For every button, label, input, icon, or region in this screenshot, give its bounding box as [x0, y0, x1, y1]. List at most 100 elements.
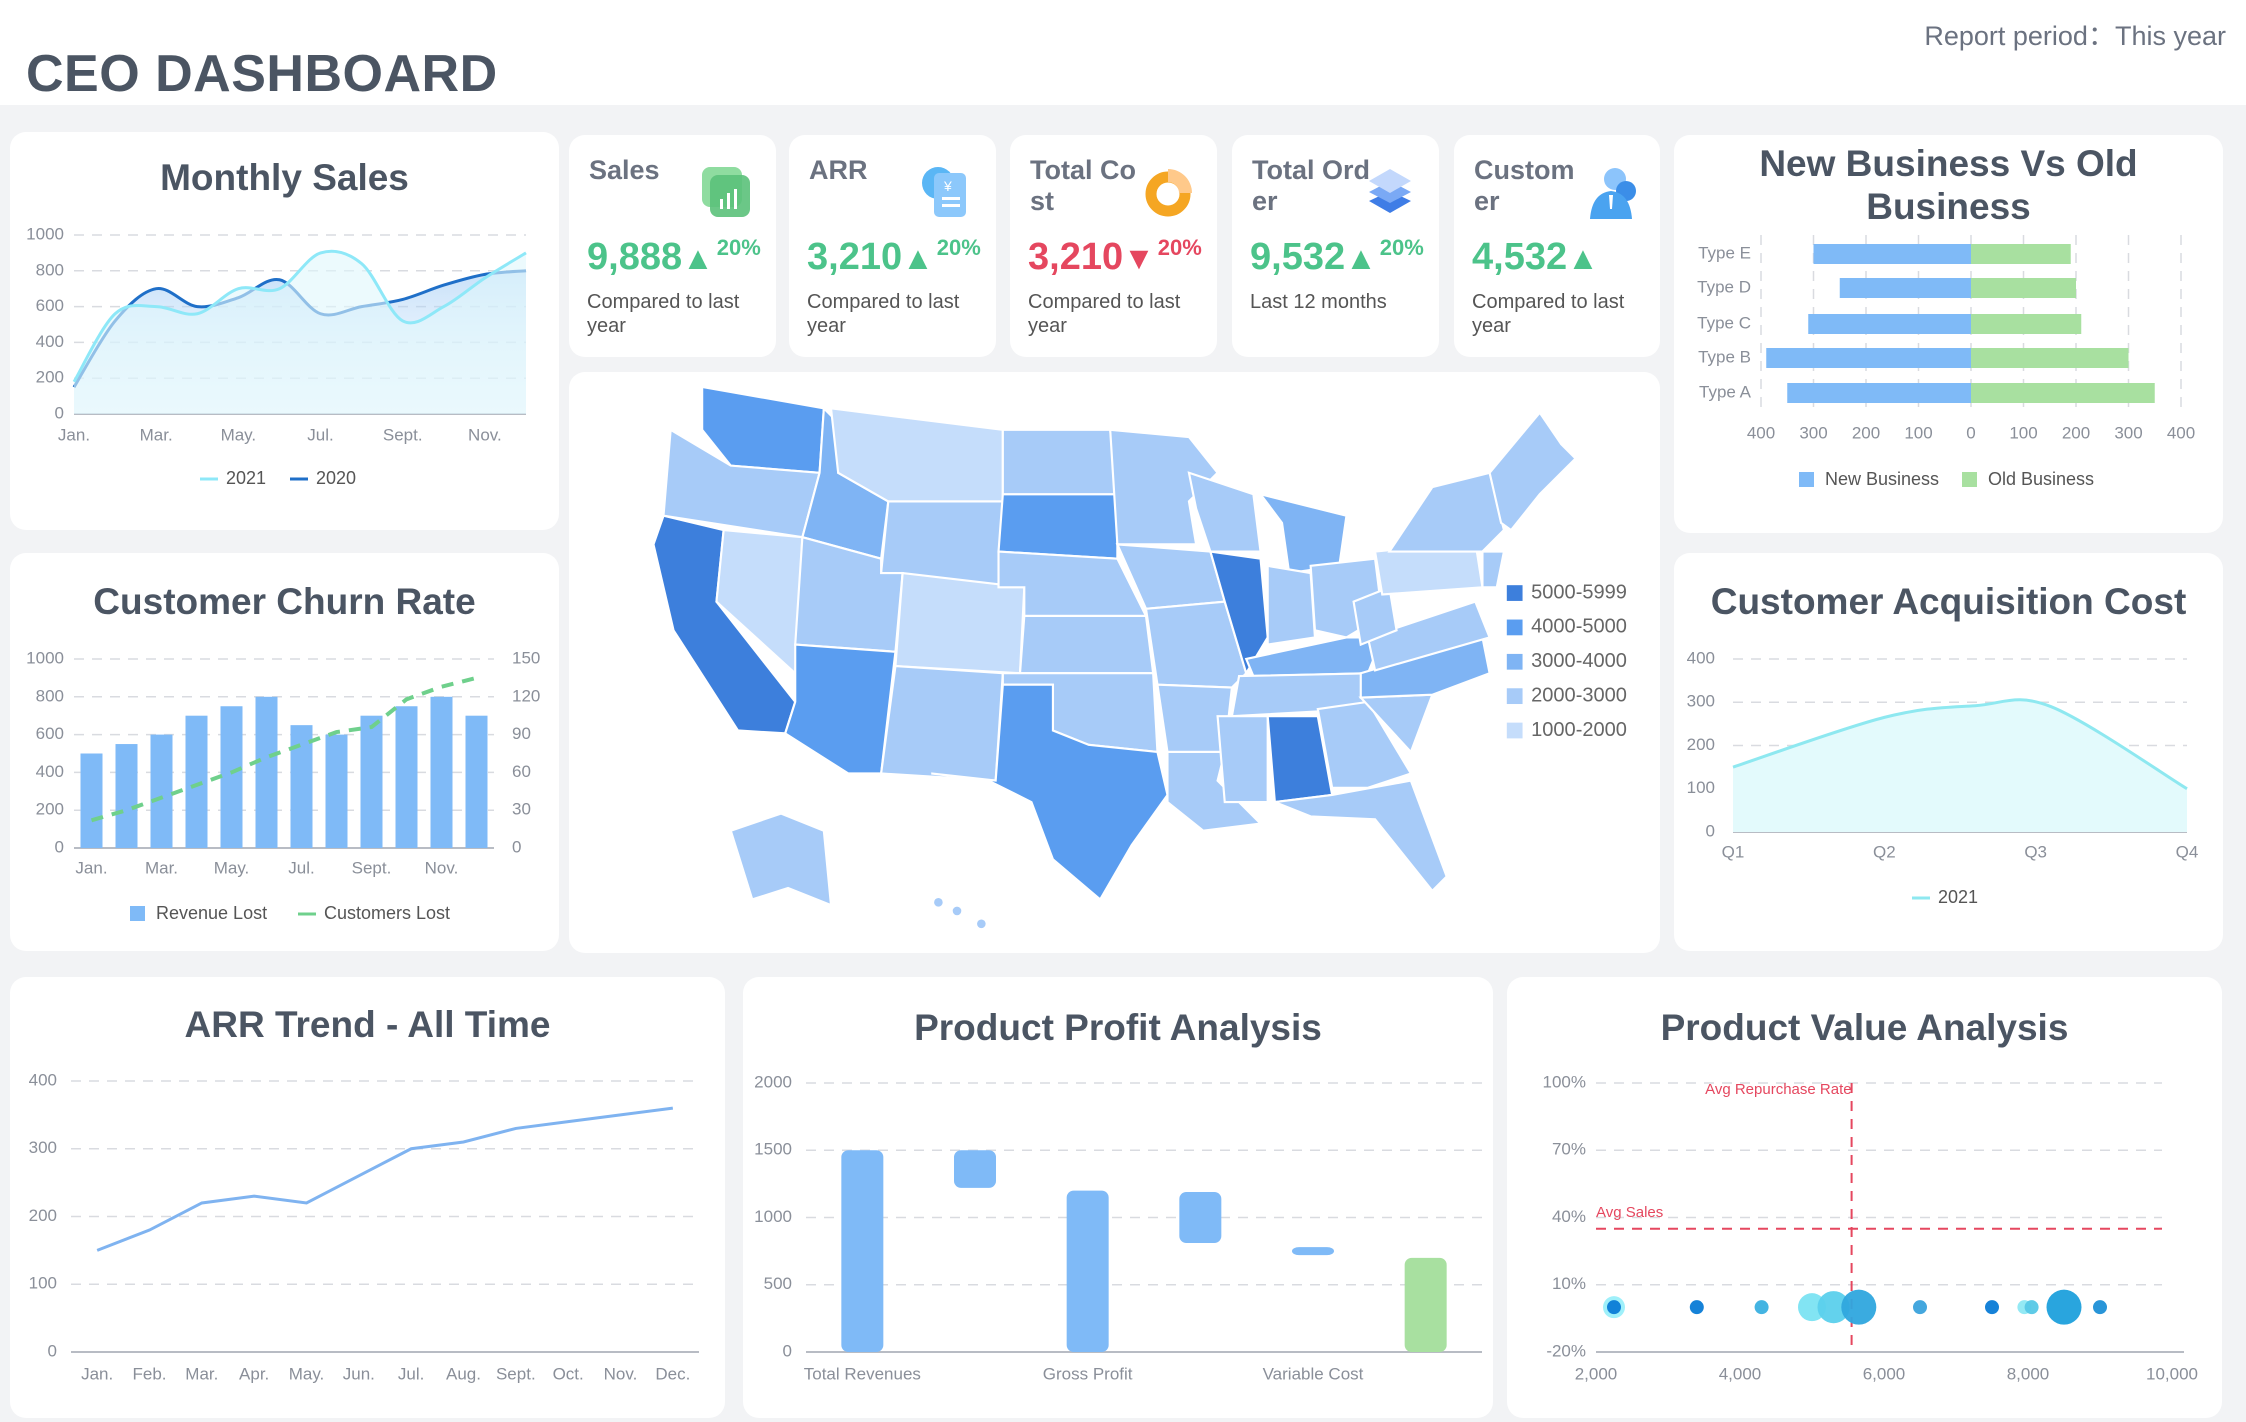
state-ak[interactable] — [729, 812, 833, 907]
bar-new-business[interactable] — [1766, 348, 1971, 368]
bar-revenue-lost[interactable] — [115, 744, 138, 848]
state-hi[interactable] — [952, 906, 962, 916]
bar-old-business[interactable] — [1971, 314, 2082, 334]
legend-item[interactable]: Revenue Lost — [130, 903, 267, 923]
bar-revenue-lost[interactable] — [325, 734, 348, 848]
bar-old-business[interactable] — [1971, 348, 2129, 368]
bar-revenue-lost[interactable] — [360, 715, 383, 848]
bar-old-business[interactable] — [1971, 278, 2076, 298]
bubble-point[interactable] — [1841, 1289, 1877, 1325]
y-tick-label: 800 — [36, 686, 64, 705]
trend-down-icon: ▼ — [1123, 240, 1155, 276]
state-ms[interactable] — [1216, 715, 1269, 804]
state-il[interactable] — [1208, 550, 1269, 676]
bar-revenue-lost[interactable] — [430, 696, 453, 848]
legend-item[interactable]: 2021 — [1912, 887, 1978, 907]
legend-item[interactable]: 2020 — [290, 468, 356, 488]
state-wi[interactable] — [1187, 471, 1262, 553]
state-nd[interactable] — [1001, 428, 1119, 496]
kpi-change: 20% — [716, 235, 761, 260]
kpi-card-sales[interactable]: Sales 9,888▲ 20% Compared to last year — [569, 135, 776, 357]
bubble-point[interactable] — [2046, 1289, 2082, 1325]
bar-revenue-lost[interactable] — [185, 715, 208, 848]
report-period-value: This year — [2114, 21, 2226, 51]
legend-item[interactable]: 2021 — [200, 468, 266, 488]
bar-revenue-lost[interactable] — [290, 725, 313, 848]
x-tick-label: Dec. — [655, 1364, 690, 1383]
state-wv[interactable] — [1352, 585, 1398, 647]
series-line-customers-lost — [90, 675, 477, 823]
bar-revenue-lost[interactable] — [220, 706, 243, 848]
bubble-point[interactable] — [2093, 1300, 2107, 1315]
bubble-point[interactable] — [2024, 1300, 2039, 1315]
y-tick-label: 600 — [36, 724, 64, 743]
state-ga[interactable] — [1316, 700, 1413, 789]
kpi-value: 3,210 — [1028, 236, 1124, 278]
bubble-point[interactable] — [1817, 1291, 1850, 1324]
bar-revenue-lost[interactable] — [395, 706, 418, 848]
state-ks[interactable] — [1018, 614, 1155, 675]
kpi-value-row: 3,210▲ 20% — [807, 235, 981, 279]
bar-new-business[interactable] — [1813, 244, 1972, 264]
waterfall-bar[interactable] — [954, 1150, 996, 1188]
bar-revenue-lost[interactable] — [465, 715, 488, 848]
y-tick-label: 1000 — [754, 1207, 792, 1226]
bubble-point[interactable] — [1689, 1300, 1704, 1315]
trend-up-icon: ▲ — [1567, 240, 1599, 276]
x-tick-label: 400 — [2167, 423, 2195, 442]
state-hi[interactable] — [977, 919, 986, 929]
legend-swatch — [1506, 619, 1523, 636]
state-hi[interactable] — [934, 898, 943, 907]
legend-item[interactable]: New Business — [1799, 469, 1939, 489]
bubble-point[interactable] — [1985, 1300, 1999, 1315]
x-tick-label: Jul. — [288, 858, 314, 877]
state-in[interactable] — [1266, 564, 1317, 646]
chart-svg: 0 200 400 600 800 1000 Jan. Mar. May. Jul. Sept. No… — [26, 224, 527, 488]
state-ny[interactable] — [1387, 471, 1506, 553]
legend-item[interactable]: Old Business — [1962, 469, 2094, 489]
state-sd[interactable] — [997, 493, 1119, 560]
state-va[interactable] — [1366, 600, 1492, 672]
bar-revenue-lost[interactable] — [255, 696, 278, 848]
bar-new-business[interactable] — [1839, 278, 1971, 298]
report-period[interactable]: Report period：This year — [1924, 14, 2226, 53]
bubble-point[interactable] — [1913, 1300, 1927, 1315]
kpi-value: 9,532 — [1250, 236, 1346, 278]
product-value-card: Product Value Analysis -20% 10% 40% 70% 100%… — [1507, 977, 2222, 1418]
state-nm[interactable] — [879, 664, 1004, 782]
legend-item[interactable]: Customers Lost — [298, 903, 450, 923]
state-ne-states[interactable] — [1488, 410, 1578, 532]
kpi-title: ARR — [809, 155, 868, 185]
bar-new-business[interactable] — [1787, 383, 1971, 403]
bar-old-business[interactable] — [1971, 244, 2071, 264]
waterfall-bar[interactable] — [1179, 1191, 1222, 1244]
x-tick-label: Q3 — [2024, 842, 2047, 861]
state-nj[interactable] — [1481, 550, 1506, 589]
bar-old-business[interactable] — [1971, 383, 2155, 403]
y-tick-label: 100% — [1543, 1072, 1586, 1091]
bubble-point[interactable] — [1754, 1300, 1769, 1315]
x-tick-label: 8,000 — [2007, 1364, 2050, 1383]
state-mi[interactable] — [1257, 492, 1348, 575]
bar-new-business[interactable] — [1808, 314, 1971, 334]
waterfall-bar[interactable] — [1292, 1247, 1334, 1256]
waterfall-bar[interactable] — [1066, 1190, 1109, 1352]
kpi-card-total-order[interactable]: Total Order 9,532▲ 20% Last 12 months — [1232, 135, 1439, 357]
donut-chart-icon — [1139, 163, 1197, 221]
x-tick-label: 6,000 — [1863, 1364, 1906, 1383]
product-profit-card: Product Profit Analysis 0 500 1000 1500 2000… — [743, 977, 1493, 1418]
state-az[interactable] — [783, 643, 897, 775]
bar-revenue-lost[interactable] — [80, 753, 103, 849]
y2-tick-label: 60 — [512, 762, 531, 781]
bubble-point[interactable] — [1798, 1293, 1826, 1322]
state-tx[interactable] — [931, 683, 1169, 902]
kpi-card-arr[interactable]: ARR ¥ 3,210▲ 20% Compared to last year — [789, 135, 996, 357]
bubble-point[interactable] — [1607, 1300, 1621, 1315]
waterfall-bar[interactable] — [1404, 1257, 1447, 1352]
kpi-card-customer[interactable]: Customer 4,532▲ Compared to last year — [1454, 135, 1660, 357]
bar-revenue-lost[interactable] — [150, 734, 173, 848]
state-fl[interactable] — [1274, 779, 1448, 893]
waterfall-bar[interactable] — [841, 1150, 884, 1352]
kpi-card-total-cost[interactable]: Total Cost 3,210▼ 20% Compared to last ye… — [1010, 135, 1217, 357]
page-title: CEO DASHBOARD — [26, 45, 498, 103]
